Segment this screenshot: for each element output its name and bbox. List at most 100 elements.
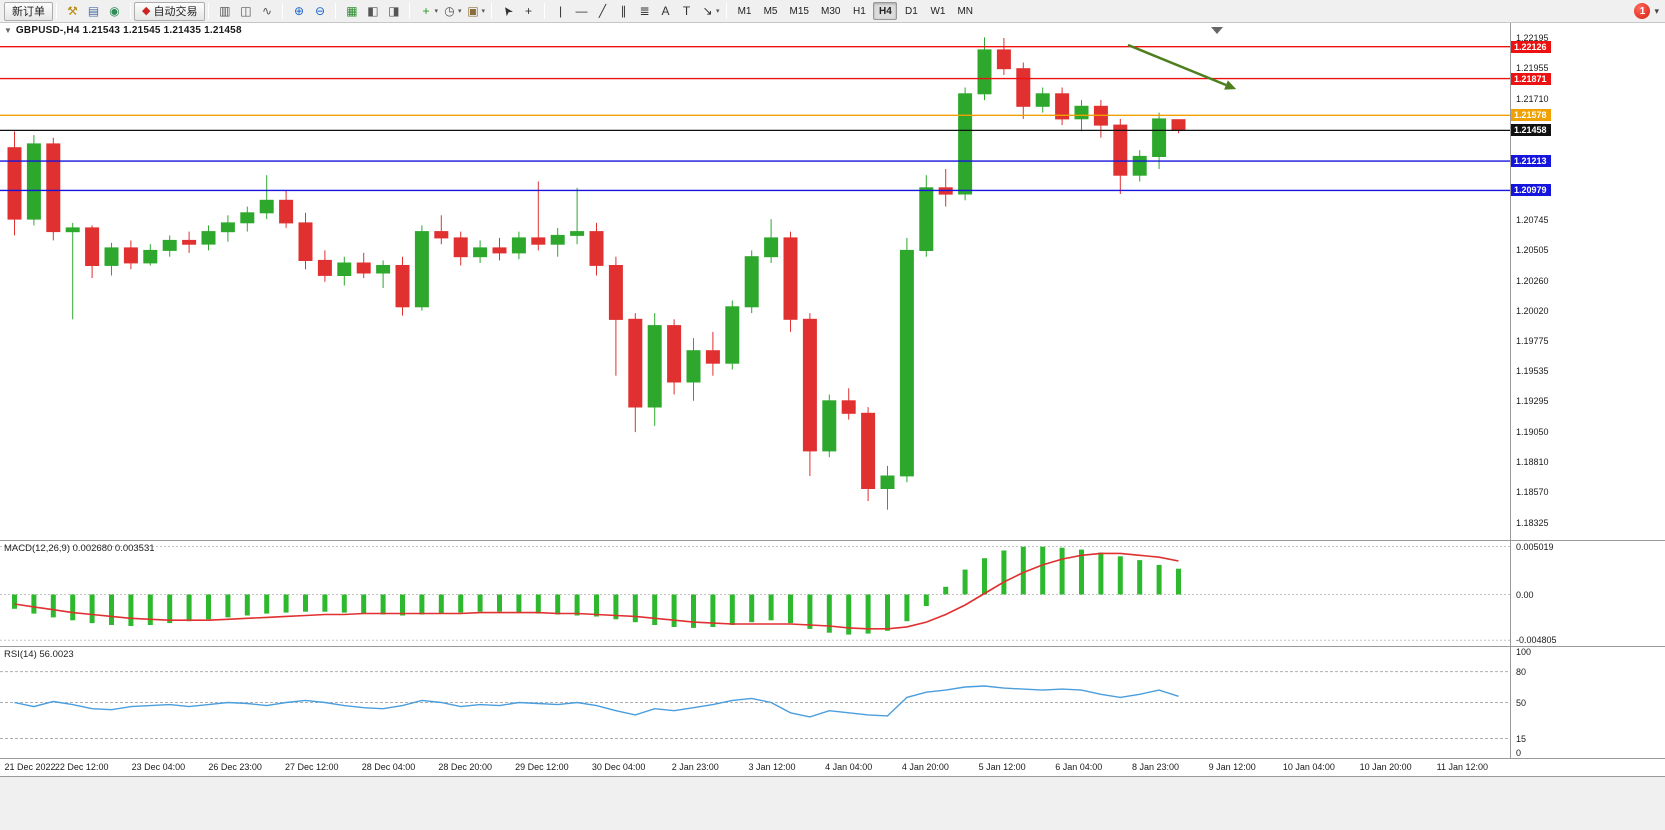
macd-bar [555, 594, 561, 615]
indicator-window-icon[interactable]: ◧ [367, 4, 379, 18]
toolbar-separator [409, 3, 411, 19]
rsi-axis-label: 0 [1516, 748, 1522, 758]
channel-icon[interactable]: ∥ [620, 4, 627, 18]
arrows-icon[interactable]: ↘ [702, 4, 713, 18]
price-axis[interactable]: 1.221951.219551.217101.214651.212201.209… [1510, 23, 1665, 540]
new-order-button[interactable]: 新订单 [4, 1, 53, 21]
macd-bar [244, 594, 250, 616]
add-indicator-icon[interactable]: + [422, 4, 430, 18]
macd-bar [1059, 547, 1065, 595]
zoom-out-icon[interactable]: ⊖ [314, 4, 325, 18]
price-axis-label: 1.21710 [1516, 93, 1549, 104]
time-axis-label: 4 Jan 20:00 [901, 762, 949, 772]
macd-bar [206, 594, 211, 620]
price-axis-label: 1.19295 [1516, 396, 1549, 407]
period-menu-icon-caret[interactable]: ▾ [457, 8, 462, 15]
add-indicator-icon-caret[interactable]: ▾ [434, 8, 438, 15]
auto-trading-icon: ◆ [142, 4, 151, 17]
community-icon[interactable]: ◉ [109, 4, 120, 18]
macd-bar [1040, 546, 1046, 595]
timeframe-w1-button[interactable]: W1 [925, 2, 950, 20]
macd-bar [70, 594, 76, 621]
timeframe-mn-button[interactable]: MN [952, 2, 978, 20]
macd-panel[interactable]: MACD(12,26,9) 0.002680 0.003531 0.005019… [0, 541, 1665, 647]
toolbar-group: | — ╱ ∥ ≣ A T ↘ ▾ [548, 0, 723, 23]
price-chart-panel[interactable]: ▼ GBPUSD-,H4 1.21543 1.21545 1.21435 1.2… [0, 23, 1665, 541]
zoom-in-icon[interactable]: ⊕ [293, 4, 304, 18]
macd-bar [594, 594, 599, 617]
arrows-icon-caret[interactable]: ▾ [716, 8, 720, 15]
market-depth-icon[interactable]: ▤ [87, 4, 100, 18]
macd-bar [535, 594, 541, 614]
macd-bar [749, 594, 755, 623]
macd-bar [1156, 564, 1162, 595]
price-axis-label: 1.20020 [1516, 305, 1549, 316]
time-axis-label: 28 Dec 04:00 [361, 762, 416, 772]
candles-group [7, 37, 1186, 510]
time-axis-label: 11 Jan 12:00 [1436, 762, 1488, 772]
text-icon[interactable]: A [661, 4, 670, 18]
period-menu-icon[interactable]: ◷ [444, 4, 455, 18]
candlestick-chart-icon[interactable]: ◫ [240, 4, 252, 18]
rsi-panel[interactable]: RSI(14) 56.0023 100 80 50 15 0 [0, 647, 1665, 759]
time-axis[interactable]: 21 Dec 2022 22 Dec 12:00 23 Dec 04:00 26 De… [0, 759, 1665, 777]
macd-axis-label: 0.00 [1516, 589, 1534, 600]
line-chart-icon[interactable]: ∿ [261, 4, 272, 18]
price-axis-label: 1.20745 [1516, 214, 1549, 225]
macd-axis[interactable]: 0.005019 0.00 -0.004805 [1510, 541, 1665, 646]
toolbar-separator [282, 3, 284, 19]
macd-bar [12, 594, 17, 609]
horizontal-line-icon[interactable]: — [575, 4, 588, 18]
macd-bar [264, 594, 270, 614]
rsi-axis[interactable]: 100 80 50 15 0 [1510, 647, 1665, 758]
price-level-tag: 1.21213 [1511, 155, 1551, 168]
tile-windows-icon[interactable]: ▦ [346, 4, 358, 18]
price-axis-label: 1.21955 [1516, 63, 1549, 74]
auto-trading-button[interactable]: ◆ 自动交易 [134, 1, 206, 21]
time-axis-label: 28 Dec 20:00 [438, 762, 492, 772]
label-icon[interactable]: T [682, 4, 691, 18]
toolbar-separator [544, 3, 546, 19]
trendline-icon[interactable]: ╱ [598, 4, 607, 18]
timeframe-m1-button[interactable]: M1 [733, 2, 757, 20]
time-axis-label: 5 Jan 12:00 [978, 762, 1026, 772]
notification-badge[interactable]: 1 [1634, 3, 1651, 19]
new-chart-icon[interactable]: ◨ [388, 4, 400, 18]
timeframe-m5-button[interactable]: M5 [759, 2, 783, 20]
toolbar-group: ⚒ ▤ ◉ [60, 0, 127, 23]
price-axis-label: 1.18325 [1516, 518, 1549, 528]
toolbar-group: ⊕ ⊖ [286, 0, 332, 23]
toolbar-overflow-icon[interactable]: ▾ [1654, 5, 1659, 16]
hammer-icon[interactable]: ⚒ [67, 4, 78, 18]
cursor-icon[interactable]: ➤ [498, 2, 517, 20]
price-axis-label: 1.19050 [1516, 427, 1549, 438]
template-icon-caret[interactable]: ▾ [481, 8, 486, 15]
macd-bar [613, 594, 619, 620]
macd-axis-label: 0.005019 [1516, 541, 1554, 552]
price-axis-label: 1.19775 [1516, 336, 1549, 347]
vertical-line-icon[interactable]: | [558, 4, 563, 18]
timeframe-m30-button[interactable]: M30 [816, 2, 845, 20]
timeframe-h4-button[interactable]: H4 [873, 2, 898, 20]
timeframe-h1-button[interactable]: H1 [847, 2, 871, 20]
chart-window: ▼ GBPUSD-,H4 1.21543 1.21545 1.21435 1.2… [0, 23, 1665, 777]
toolbar-group: + ▾ ◷ ▾ ▣ ▾ [413, 0, 488, 23]
macd-bar [419, 594, 425, 615]
macd-bar [167, 594, 173, 624]
price-axis-label: 1.19535 [1516, 366, 1549, 377]
current-price-tag: 1.21458 [1511, 124, 1551, 137]
time-axis-label: 2 Jan 23:00 [671, 762, 719, 772]
timeframe-m15-button[interactable]: M15 [785, 2, 814, 20]
macd-bar [341, 594, 347, 613]
fibonacci-icon[interactable]: ≣ [639, 4, 650, 18]
crosshair-icon[interactable]: + [525, 4, 533, 18]
bar-chart-icon[interactable]: ▥ [219, 4, 231, 18]
macd-bar [574, 594, 580, 616]
macd-bar [303, 594, 308, 612]
rsi-axis-label: 15 [1516, 733, 1527, 744]
timeframe-d1-button[interactable]: D1 [899, 2, 923, 20]
toolbar-group: ➤ + [495, 0, 541, 23]
template-icon[interactable]: ▣ [467, 4, 479, 18]
macd-signal-line [14, 552, 1179, 630]
price-axis-label: 1.22195 [1516, 33, 1549, 43]
